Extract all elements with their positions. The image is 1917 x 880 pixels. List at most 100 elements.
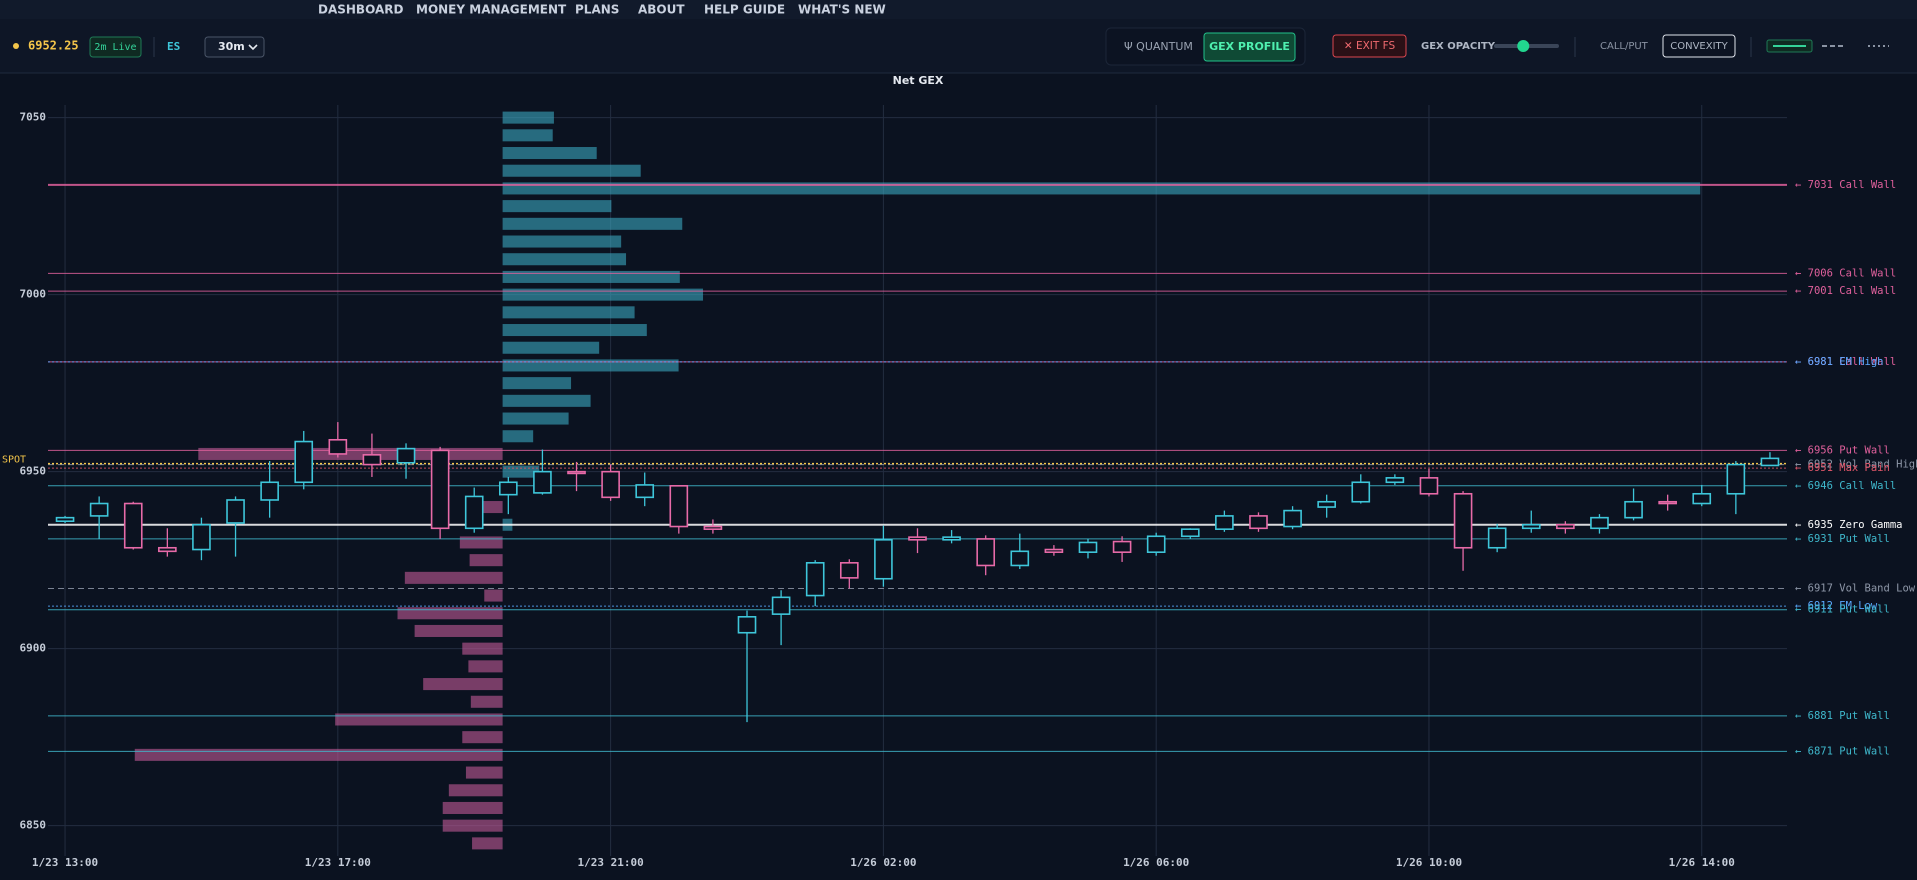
live-badge [89, 36, 142, 58]
x-tick-label: 1/23 17:00 [305, 856, 371, 869]
quantum-button[interactable]: Ψ QUANTUM [1124, 40, 1193, 53]
call-put-button[interactable]: CALL/PUT [1600, 41, 1649, 52]
nav-link[interactable]: PLANS [575, 3, 619, 17]
convexity-button[interactable]: CONVEXITY [1670, 41, 1728, 52]
level-label: ← 6912 EM Low [1795, 600, 1878, 612]
x-tick-label: 1/23 13:00 [32, 856, 98, 869]
timeframe-select[interactable] [204, 36, 265, 58]
nav-bar [0, 0, 1917, 19]
level-label: ← 6981 Call Wall [1795, 356, 1896, 368]
candle-body [192, 523, 211, 551]
gex-bar [448, 784, 503, 797]
level-label: ← 6952 Vol Band High [1795, 459, 1917, 471]
gex-bar [502, 377, 572, 390]
gex-bar [502, 111, 554, 124]
nav-link[interactable]: WHAT'S NEW [798, 3, 886, 17]
opacity-knob[interactable] [1517, 40, 1530, 52]
y-tick-label: 7050 [20, 111, 47, 124]
candle-body [1044, 548, 1064, 553]
level-label: ← 6951 Max Pain [1795, 462, 1890, 474]
candle-body [430, 449, 450, 530]
candle-body [1112, 540, 1132, 553]
candle-body [1487, 527, 1507, 549]
level-label: ← 6917 Vol Band Low [1795, 582, 1916, 594]
gex-bar [468, 660, 503, 673]
gex-bar [502, 288, 704, 301]
gex-bar [462, 642, 503, 655]
plot: 6850 6900 6950 7000 7050 1/23 13:00 1/23 17:00… [2, 105, 1917, 869]
live-dot [13, 43, 19, 49]
candle-body [1521, 523, 1541, 530]
price: 6952.25 [28, 39, 79, 53]
nav: DASHBOARD MONEY MANAGEMENT PLANS ABOUT HELP … [318, 3, 886, 17]
candle-body [1215, 515, 1234, 530]
gex-bar [502, 200, 612, 213]
x-tick-label: 1/26 10:00 [1396, 856, 1462, 869]
candle-body [1726, 463, 1746, 495]
gex-bar [397, 607, 503, 620]
gex-bar [502, 270, 680, 283]
gex-bar [502, 164, 641, 177]
gex-bar [502, 341, 600, 354]
level-label: ← 7031 Call Wall [1795, 179, 1896, 191]
x-tick-label: 1/26 14:00 [1669, 856, 1735, 869]
candle-body [601, 470, 620, 499]
gex-bar [502, 412, 569, 425]
gex-bar [502, 147, 597, 160]
nav-link[interactable]: ABOUT [638, 3, 685, 17]
x-tick-label: 1/26 02:00 [850, 856, 916, 869]
gex-bar [484, 589, 503, 602]
gex-bar [502, 217, 683, 230]
gex-bar [442, 801, 503, 814]
candle-body [669, 485, 689, 528]
candle-body [1146, 535, 1166, 553]
candle-body [294, 440, 314, 484]
candle-body [771, 596, 791, 615]
exit-bg[interactable] [1332, 34, 1407, 58]
candle-body [1419, 477, 1439, 495]
gex-bar [502, 306, 635, 319]
exit-button[interactable]: ✕ EXIT FS [1344, 40, 1396, 52]
gex-bar [472, 837, 503, 850]
convexity-bg[interactable] [1662, 34, 1736, 58]
level-label: ← 6935 Zero Gamma [1795, 519, 1902, 531]
gex-bar [470, 695, 503, 708]
nav-link[interactable]: DASHBOARD [318, 3, 403, 17]
gex-profile-bg[interactable] [1203, 32, 1296, 62]
x-tick-label: 1/26 06:00 [1123, 856, 1189, 869]
nav-link[interactable]: MONEY MANAGEMENT [416, 3, 567, 17]
candle-body [1351, 481, 1371, 503]
candle-body [89, 502, 109, 517]
level-label: ← 6881 Put Wall [1795, 710, 1890, 722]
level-label: ← 6931 Put Wall [1795, 533, 1890, 545]
level-label: ← 7006 Call Wall [1795, 267, 1896, 279]
candle-body [260, 481, 279, 501]
candle-body [158, 546, 177, 553]
candle-body [1283, 509, 1302, 528]
gex-bar [502, 359, 679, 372]
gex-bar [198, 447, 503, 460]
nav-link[interactable]: HELP GUIDE [704, 3, 785, 17]
gex-bar [502, 129, 553, 142]
timeframe: 30m [218, 40, 245, 53]
y-tick-label: 6950 [20, 465, 47, 478]
level-label: ← 6911 Put Wall [1795, 604, 1890, 616]
gex-bar [502, 465, 540, 478]
chevron [248, 44, 258, 51]
symbol[interactable]: ES [167, 40, 180, 53]
opacity-label: GEX OPACITY [1421, 41, 1496, 52]
level-label: ← 6946 Call Wall [1795, 480, 1896, 492]
candle-body [1692, 492, 1712, 505]
candle-body [328, 438, 348, 455]
gex-bar [459, 536, 503, 549]
y-tick-label: 7000 [20, 288, 47, 301]
gex-bar [423, 678, 503, 691]
candle-body [703, 525, 723, 530]
live-label: 2m Live [94, 42, 136, 53]
toolbar [0, 19, 1917, 73]
gex-profile-button[interactable]: GEX PROFILE [1209, 40, 1290, 53]
chart-area [0, 74, 1917, 880]
candle-body [1624, 500, 1643, 519]
candle-body [567, 470, 586, 475]
